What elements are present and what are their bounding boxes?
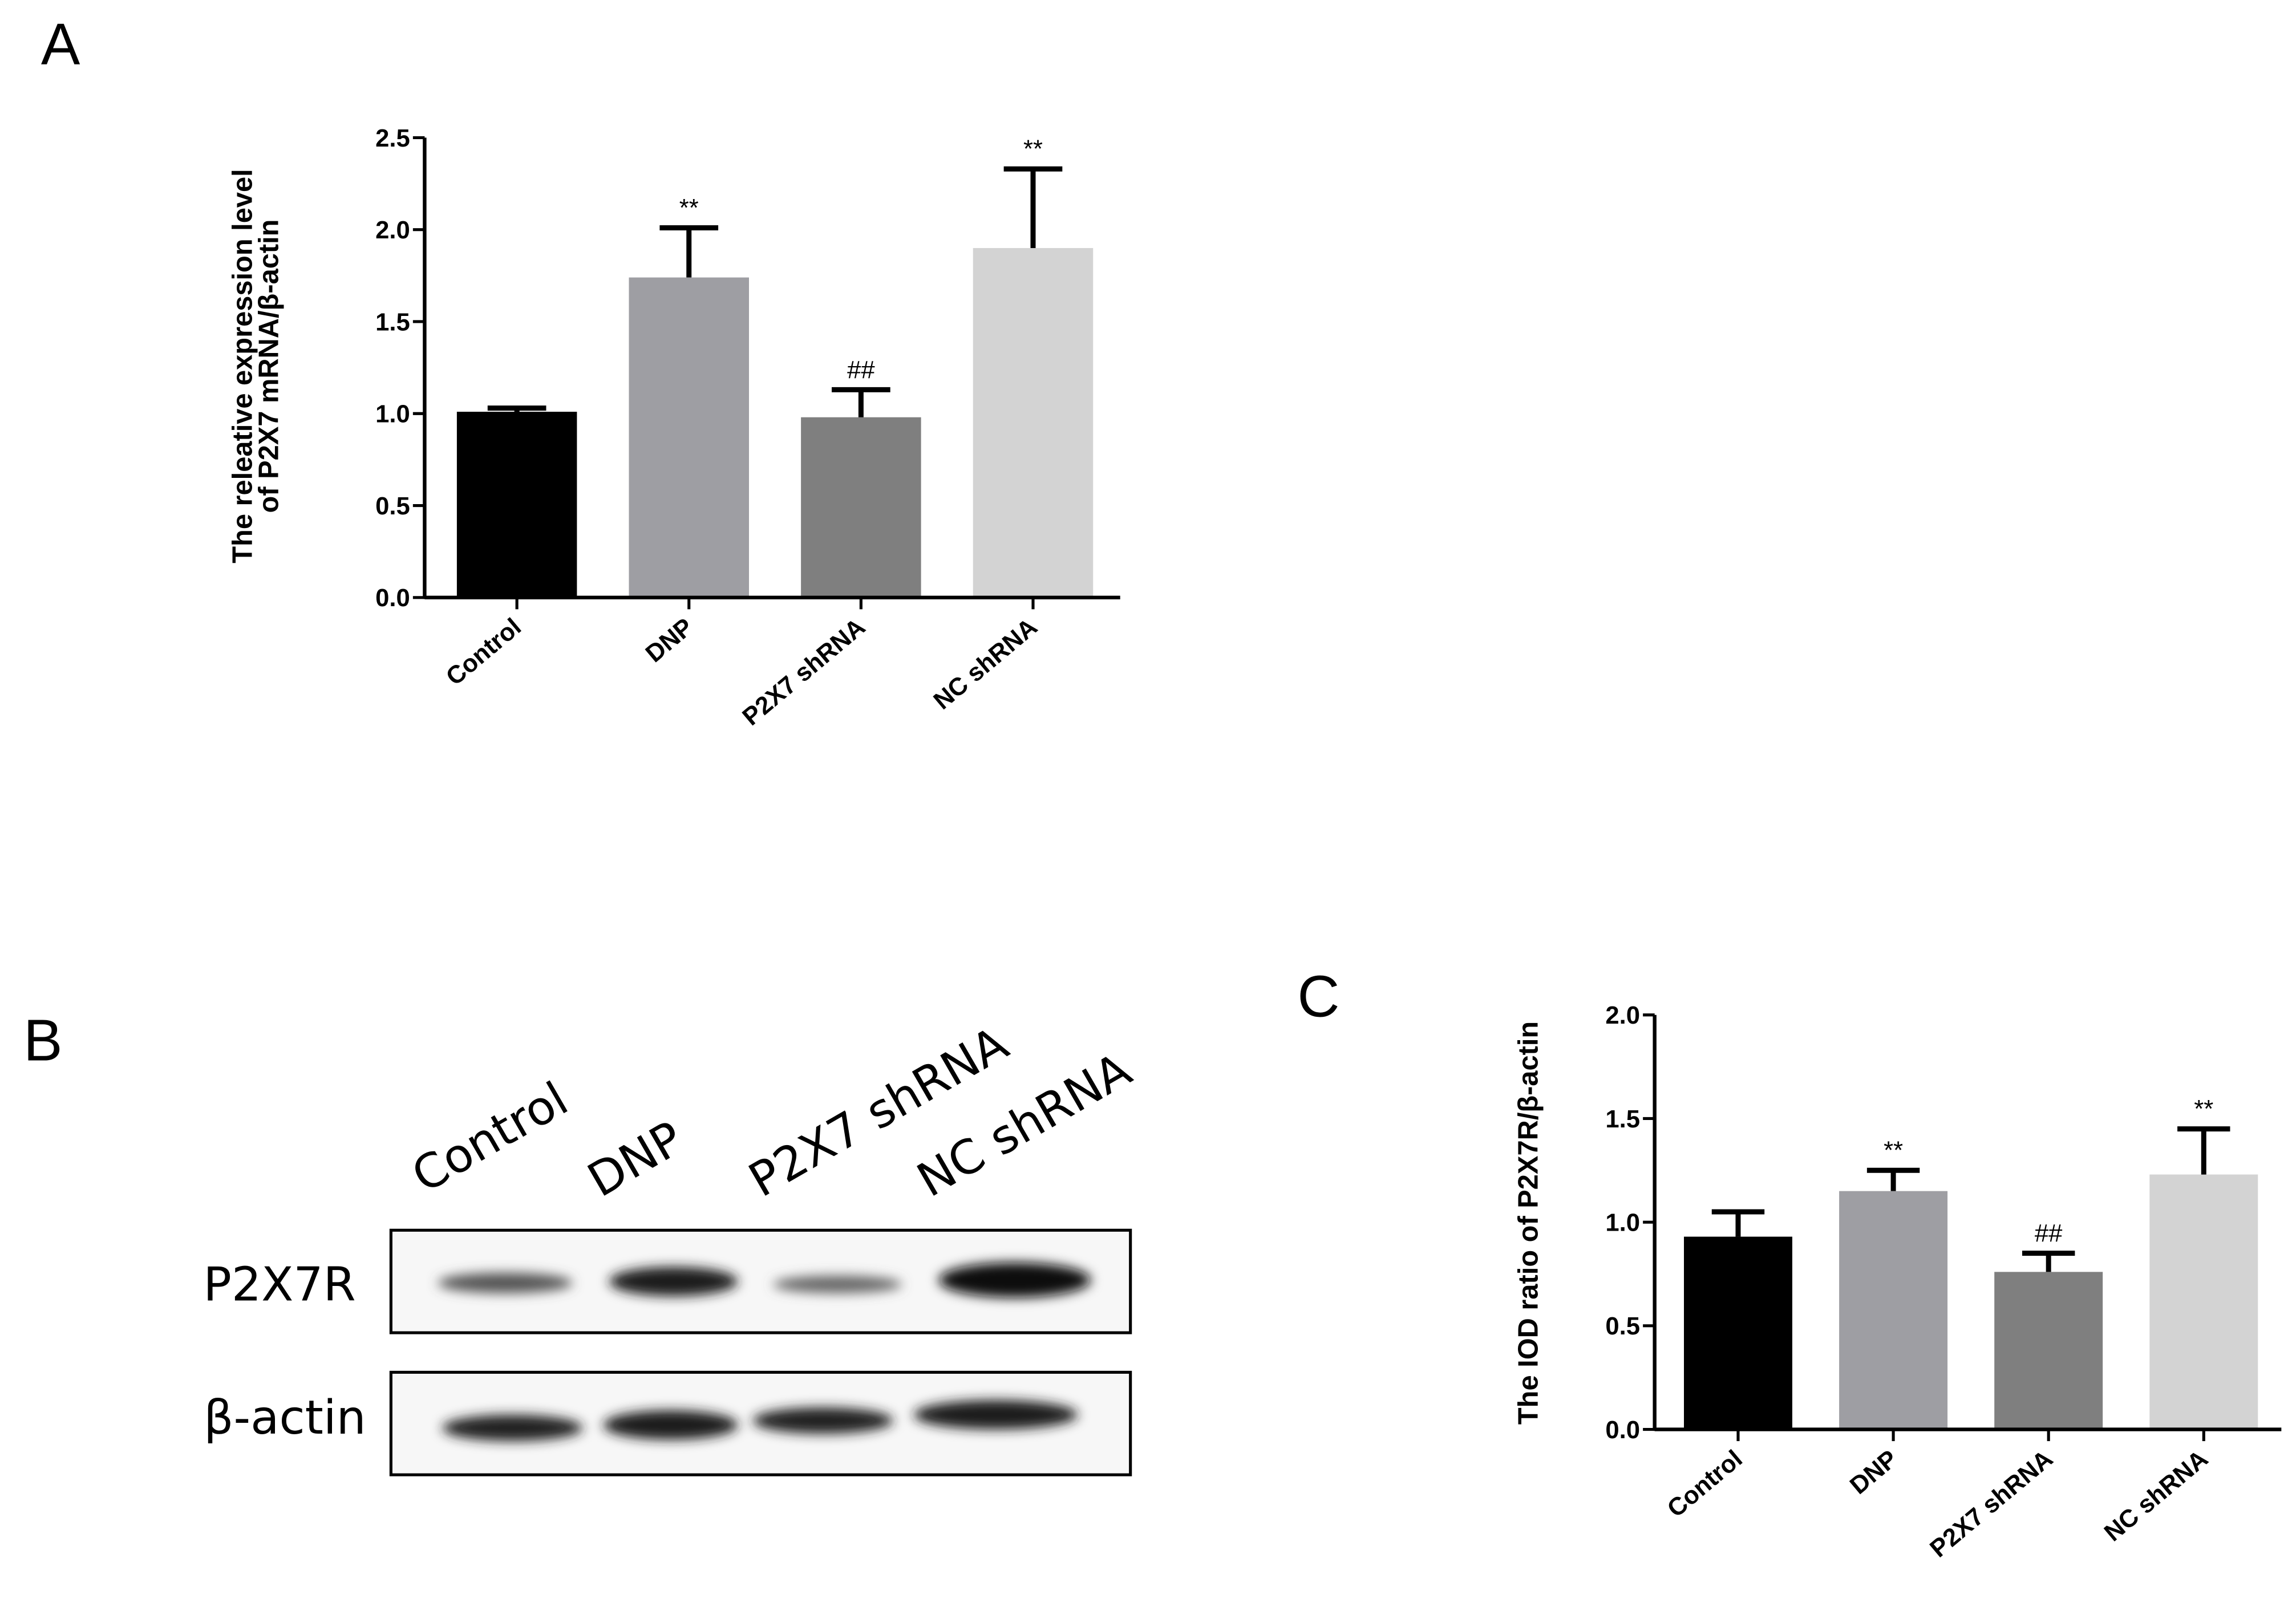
error-bar bbox=[659, 225, 719, 278]
annotation: ## bbox=[847, 356, 875, 384]
x-tick-label: DNP bbox=[1845, 1444, 1903, 1500]
x-tick-label: NC shRNA bbox=[2099, 1444, 2213, 1547]
y-tick-label: 1.5 bbox=[1605, 1105, 1640, 1133]
bands bbox=[438, 1262, 1091, 1442]
panel-label: B bbox=[23, 1007, 62, 1073]
error-bar bbox=[1866, 1167, 1920, 1191]
x-tick-label: P2X7 shRNA bbox=[737, 612, 870, 731]
bar bbox=[1994, 1272, 2103, 1430]
lane-label: DNP bbox=[579, 1111, 692, 1208]
bar bbox=[801, 417, 921, 598]
y-tick-label: 0.5 bbox=[1605, 1312, 1640, 1340]
bar bbox=[2149, 1174, 2258, 1430]
x-tick-label: P2X7 shRNA bbox=[1925, 1444, 2058, 1563]
bar bbox=[1839, 1191, 1948, 1430]
bar bbox=[973, 247, 1094, 598]
y-tick-label: 2.5 bbox=[375, 124, 410, 152]
panel-label: A bbox=[41, 11, 80, 77]
x-tick-label: NC shRNA bbox=[928, 612, 1042, 715]
bar bbox=[629, 277, 750, 598]
y-axis-label: The releative expression level bbox=[228, 169, 258, 563]
error-bar bbox=[1003, 166, 1063, 248]
annotation: ## bbox=[2035, 1219, 2063, 1247]
y-tick-label: 0.0 bbox=[1605, 1416, 1640, 1444]
y-tick-label: 2.0 bbox=[1605, 1001, 1640, 1029]
row-label: P2X7R bbox=[203, 1258, 355, 1312]
error-bar bbox=[832, 387, 890, 417]
x-tick-label: DNP bbox=[640, 612, 698, 668]
error-bar bbox=[1711, 1209, 1765, 1237]
y-tick-label: 1.0 bbox=[375, 400, 410, 428]
y-axis-label: The IOD ratio of P2X7R/β-actin bbox=[1513, 1021, 1544, 1425]
error-bar bbox=[2177, 1126, 2230, 1175]
bar bbox=[1684, 1236, 1792, 1430]
error-bar bbox=[2022, 1251, 2075, 1272]
annotation: ** bbox=[679, 194, 699, 222]
annotation: ** bbox=[1884, 1137, 1903, 1164]
row-label: β-actin bbox=[204, 1391, 366, 1445]
bar bbox=[456, 412, 577, 598]
y-tick-label: 2.0 bbox=[375, 216, 410, 244]
lane-label: Control bbox=[403, 1072, 577, 1204]
annotation: ** bbox=[2194, 1095, 2213, 1123]
x-tick-label: Control bbox=[1662, 1444, 1747, 1523]
y-tick-label: 1.5 bbox=[375, 308, 410, 336]
x-tick-label: Control bbox=[441, 612, 527, 691]
blot-panel: B Control DNP P2X7 shRNA NC shRNA P2X7R … bbox=[23, 1007, 1140, 1476]
annotation: ** bbox=[1023, 135, 1043, 163]
y-axis-label: of P2X7 mRNA/β-actin bbox=[254, 220, 285, 513]
y-tick-label: 0.5 bbox=[375, 492, 410, 520]
error-bar bbox=[487, 405, 546, 412]
y-tick-label: 1.0 bbox=[1605, 1209, 1640, 1237]
panel-label: C bbox=[1297, 963, 1339, 1029]
y-tick-label: 0.0 bbox=[375, 584, 410, 612]
